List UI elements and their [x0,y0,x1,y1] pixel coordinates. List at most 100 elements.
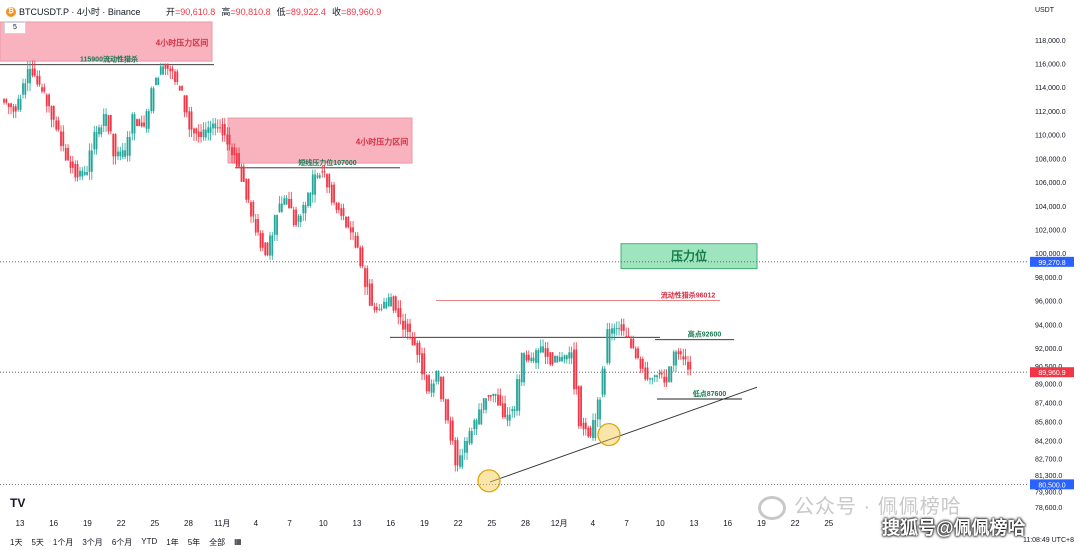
candle-body [620,324,623,331]
candle-body [240,166,243,182]
candle-body [660,372,663,375]
candle-body [608,329,611,363]
x-tick-label: 25 [150,519,159,528]
candle-body [546,348,549,357]
candle-body [544,348,547,357]
candle-body [297,215,300,222]
range-1d-button[interactable]: 1天 [10,538,23,547]
range-1m-button[interactable]: 1个月 [52,538,74,547]
x-tick-label: 10 [656,519,665,528]
range-1y-button[interactable]: 1年 [166,538,179,547]
candle-body [573,349,575,390]
candle-body [480,409,483,425]
candle-body [204,129,207,138]
range-all-button[interactable]: 全部 [209,538,226,547]
candle-body [226,134,229,145]
x-tick-label: 28 [184,519,193,528]
y-tick-label: 92,000.0 [1035,346,1062,353]
candle-body [387,297,390,307]
candle-body [128,137,131,156]
range-5d-button[interactable]: 5天 [31,538,44,547]
candle-body [383,301,385,309]
candle-body [478,409,480,425]
candle-body [195,128,198,134]
tradingview-logo[interactable]: TV [10,496,26,510]
candle-body [504,403,506,418]
candle-body [328,174,331,188]
candle-body [98,127,100,135]
bitcoin-icon: ₿ [6,6,16,17]
x-tick-label: 12月 [551,519,568,528]
candle-body [599,399,601,420]
candle-body [119,151,122,157]
candle-body [485,398,487,410]
candle-body [587,427,590,437]
candle-body [371,283,373,306]
candle-body [437,370,440,382]
candle-body [174,71,176,83]
y-tick-label: 104,000.0 [1035,204,1066,211]
open-label: 开 [166,7,176,17]
candle-body [489,395,492,397]
candle-body [637,348,639,359]
candle-body [658,372,661,375]
y-tick-label: 108,000.0 [1035,156,1066,163]
candle-body [33,68,36,76]
date-range-icon[interactable]: ▦ [234,537,242,546]
range-6m-button[interactable]: 6个月 [111,538,133,547]
interval-badge[interactable]: 5 [4,22,26,34]
candle-body [188,111,191,130]
support-trendline [489,386,758,483]
level-label: 115900流动性猎杀 [80,55,138,64]
price-tag-label: 99,270.8 [1038,260,1065,267]
candle-body [159,66,162,75]
candle-body [57,120,60,130]
candle-body [687,361,689,370]
candle-body [140,122,143,127]
close-label: 收 [331,7,341,17]
candle-body [193,128,195,134]
range-3m-button[interactable]: 3个月 [82,538,103,547]
candle-body [418,342,421,355]
price-chart[interactable]: 118,000.0 116,000.0 114,000.0 112,000.0 110,… [0,0,1080,536]
price-tag [1030,367,1074,378]
candle-body [138,119,141,127]
candle-body [392,296,395,311]
candle-body [162,66,164,75]
candle-body [558,357,561,362]
candle-body [261,233,264,248]
candle-body [176,71,179,83]
candle-body [411,337,414,346]
candle-body [497,394,499,406]
candle-body [318,175,321,178]
candle-body [494,393,497,396]
candle-body [568,352,571,359]
candle-body [596,399,599,420]
candle-body [625,335,628,337]
candle-body [361,247,364,267]
candle-body [145,111,148,129]
candle-body [656,375,658,378]
candle-body [677,351,680,355]
candle-body [549,352,552,365]
currency-label[interactable]: USDT [1034,7,1054,14]
candle-body [492,393,495,396]
candle-body [330,184,333,203]
candle-body [219,127,221,129]
range-ytd-button[interactable]: YTD [141,537,158,546]
symbol-title: BTCUSDT.P · 4小时 · Binance [19,7,141,17]
symbol-info[interactable]: ₿ BTCUSDT.P · 4小时 · Binance [6,5,140,18]
candle-body [402,320,404,330]
candle-body [349,227,352,233]
price-tag [1030,256,1074,267]
candle-body [7,103,10,107]
range-5y-button[interactable]: 5年 [187,538,201,547]
watermark-text: 公众号 · 佩佩榜哈 [794,496,962,518]
candle-body [499,394,502,406]
candle-body [55,120,58,130]
x-tick-label: 7 [624,519,629,528]
candle-body [252,202,255,217]
x-tick-label: 4 [591,519,596,528]
candle-body [435,370,438,382]
candle-body [309,192,312,206]
